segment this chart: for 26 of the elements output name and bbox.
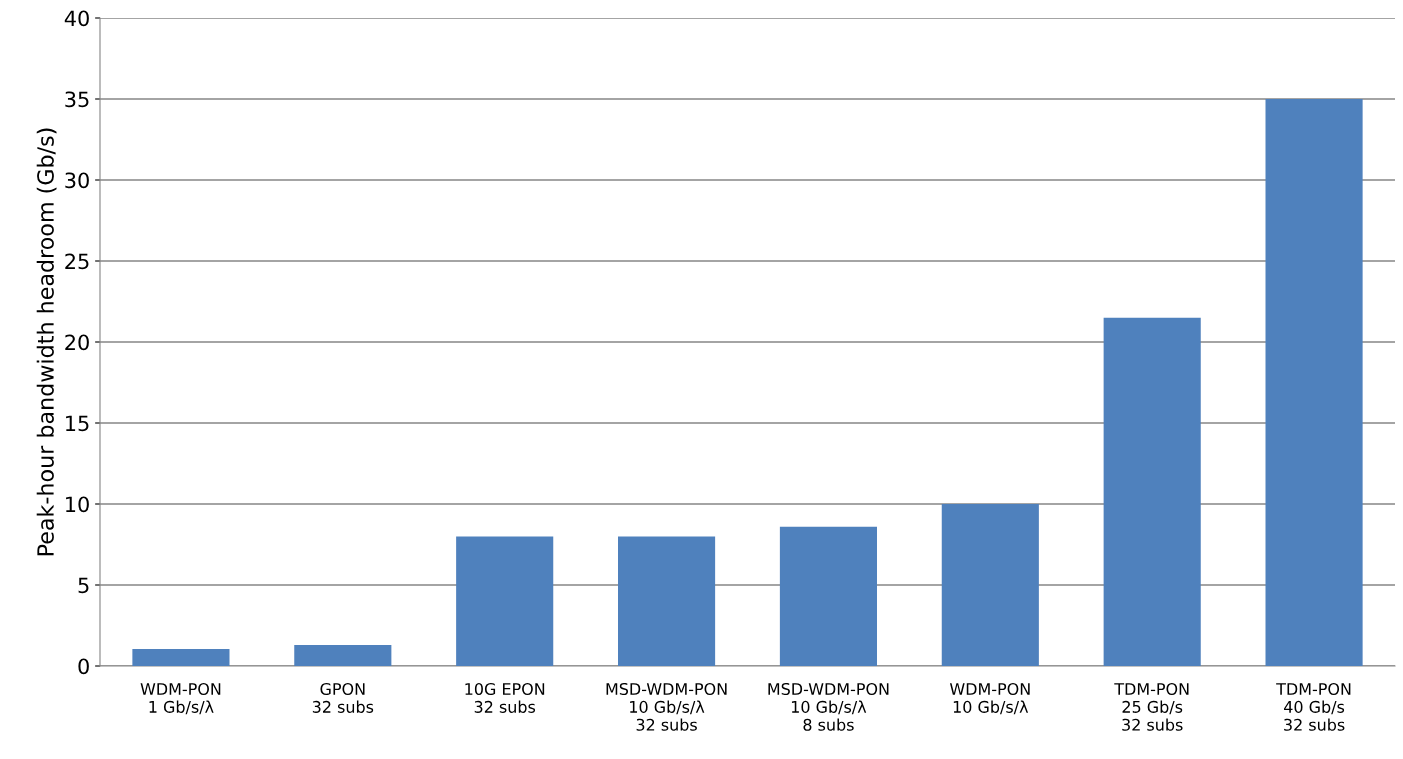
- x-tick-label: GPON 32 subs: [312, 682, 374, 713]
- bar: [779, 526, 877, 666]
- y-axis-title: Peak-hour bandwidth headroom (Gb/s): [36, 128, 57, 556]
- bar: [618, 536, 716, 666]
- y-tick-label: 25: [65, 253, 89, 270]
- y-tick-label: 15: [66, 415, 89, 432]
- bar: [132, 648, 230, 666]
- x-tick-label: TDM-PON 40 Gb/s 32 subs: [1276, 682, 1351, 731]
- x-tick-label: WDM-PON 10 Gb/s/λ: [949, 682, 1030, 715]
- x-tick-label: MSD-WDM-PON 10 Gb/s/λ 8 subs: [768, 682, 889, 731]
- y-tick-label: 5: [78, 577, 89, 594]
- x-tick-label: MSD-WDM-PON 10 Gb/s/λ 32 subs: [606, 682, 727, 731]
- x-tick-label: TDM-PON 25 Gb/s 32 subs: [1114, 682, 1189, 731]
- bar: [456, 536, 554, 666]
- y-tick-label: 10: [66, 496, 89, 513]
- y-tick-label: 0: [78, 658, 89, 675]
- y-tick-label: 20: [65, 334, 89, 351]
- y-tick-label: 30: [65, 172, 89, 189]
- x-tick-label: 10G EPON 32 subs: [465, 682, 545, 713]
- y-tick-label: 40: [64, 10, 89, 27]
- bar: [1103, 317, 1201, 666]
- bar: [1265, 99, 1363, 666]
- bar: [294, 644, 392, 666]
- x-tick-label: WDM-PON 1 Gb/s/λ: [140, 682, 221, 715]
- y-tick-label: 35: [65, 91, 89, 108]
- bar: [941, 504, 1039, 666]
